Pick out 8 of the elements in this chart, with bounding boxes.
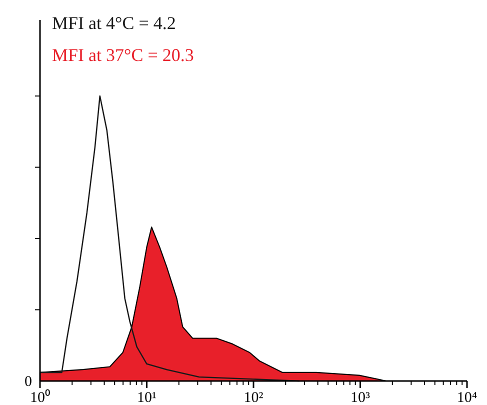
x-tick-label: 10¹ [137,390,156,405]
x-tick-label: 10⁰ [30,389,50,405]
x-tick-label: 10² [244,390,264,405]
text: 0 [24,374,32,390]
text: MFI at 4°C = 4.2 [52,13,176,33]
text: MFI at 37°C = 20.3 [52,45,194,65]
x-tick-label: 10³ [350,390,370,405]
x-tick-label: 10⁴ [456,390,478,405]
